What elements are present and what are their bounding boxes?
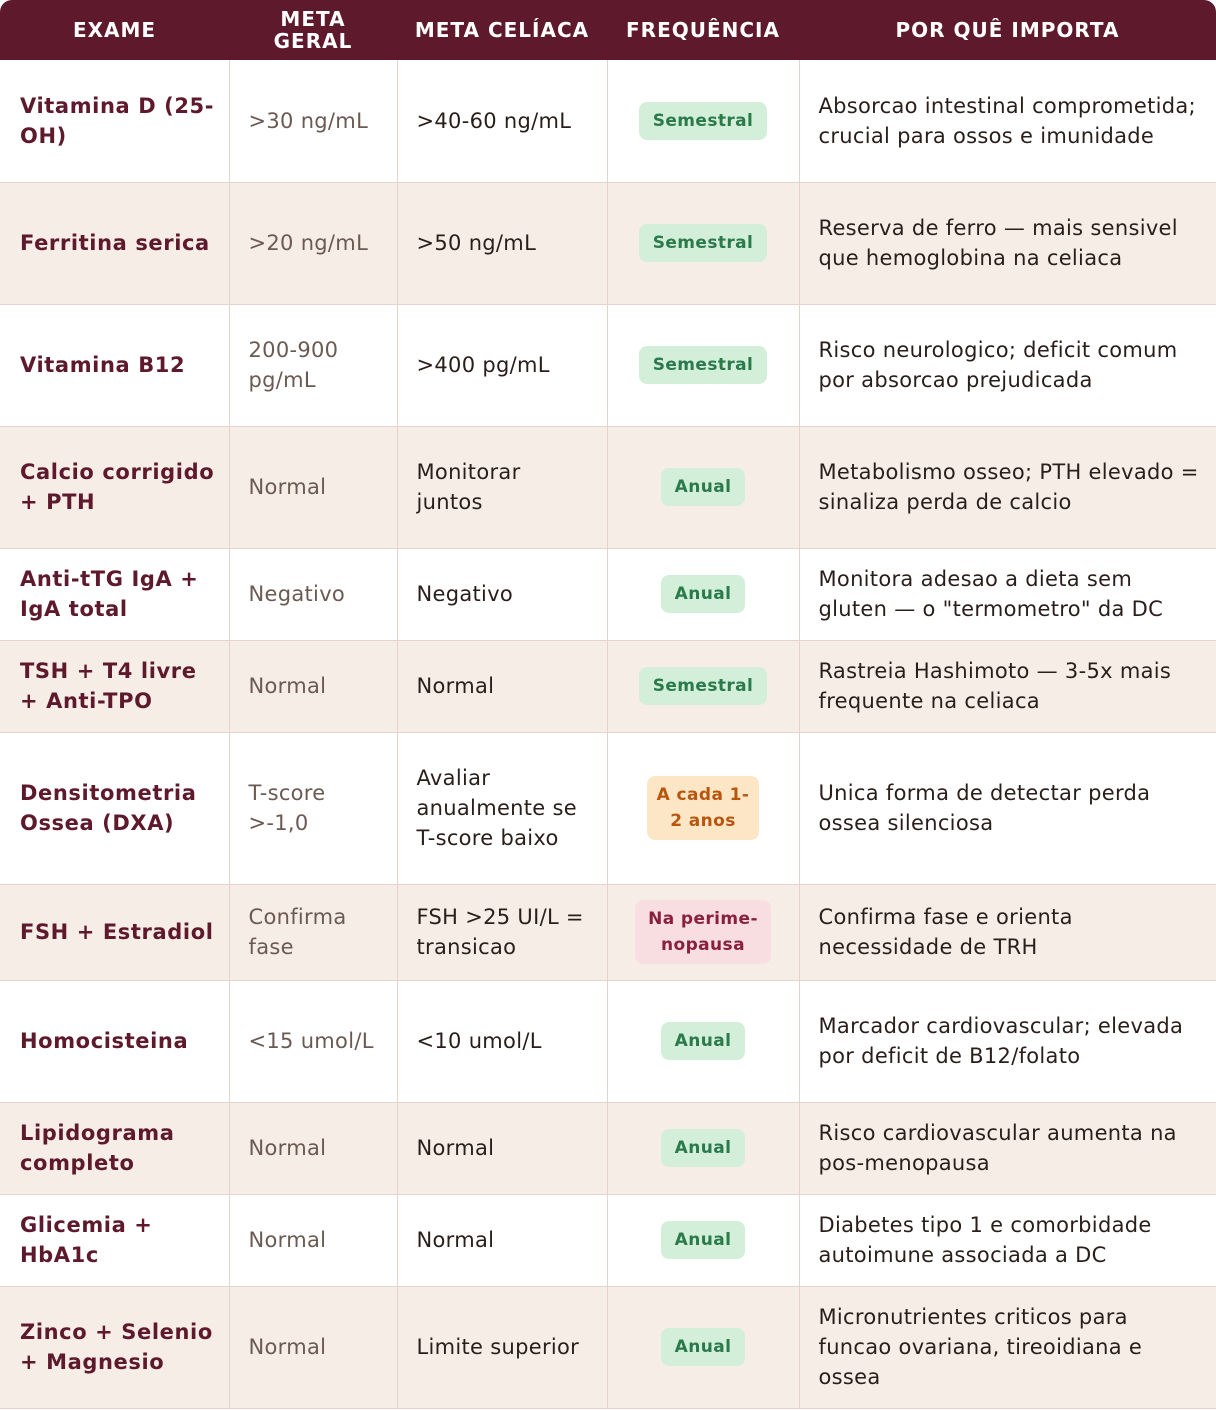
- exam-name-cell: Glicemia + HbA1c: [0, 1194, 230, 1287]
- meta-geral-cell: Negativo: [229, 548, 398, 641]
- table-row: Vitamina B12 200-900 pg/mL >400 pg/mL Semes…: [0, 304, 1216, 427]
- frequency-badge: Semestral: [639, 346, 767, 384]
- exam-name-cell: Lipidograma completo: [0, 1102, 230, 1195]
- meta-geral-cell: 200-900 pg/mL: [229, 304, 398, 427]
- frequency-badge: Semestral: [639, 667, 767, 705]
- reason-cell: Marcador cardiovascular; elevada por def…: [799, 980, 1216, 1103]
- frequency-cell: Anual: [607, 548, 800, 641]
- frequency-badge: Na perime-nopausa: [635, 900, 771, 964]
- header-exame: EXAME: [72, 18, 157, 42]
- frequency-badge: Anual: [661, 1328, 745, 1366]
- exam-name-cell: Ferritina serica: [0, 182, 230, 305]
- reason-cell: Monitora adesao a dieta sem gluten — o "…: [799, 548, 1216, 641]
- exam-name-cell: TSH + T4 livre + Anti-TPO: [0, 640, 230, 733]
- exam-name-cell: Vitamina B12: [0, 304, 230, 427]
- frequency-badge: Anual: [661, 1221, 745, 1259]
- table-row: Vitamina D (25-OH) >30 ng/mL >40-60 ng/mL S…: [0, 60, 1216, 183]
- table-body: Vitamina D (25-OH) >30 ng/mL >40-60 ng/mL S…: [0, 60, 1216, 1409]
- frequency-badge: Semestral: [639, 101, 767, 140]
- frequency-badge: Anual: [661, 1022, 745, 1060]
- table-row: FSH + Estradiol Confirma fase FSH >25 UI/L…: [0, 884, 1216, 981]
- exam-name-cell: Homocisteina: [0, 980, 230, 1103]
- meta-geral-cell: Normal: [229, 426, 398, 549]
- header-row: EXAME META GERAL META CELÍACA FREQUÊNCIA…: [0, 0, 1216, 60]
- frequency-cell: Semestral: [607, 60, 800, 183]
- reason-cell: Rastreia Hashimoto — 3-5x mais frequente…: [799, 640, 1216, 733]
- frequency-badge: Anual: [661, 1129, 745, 1167]
- reason-cell: Diabetes tipo 1 e comorbidade autoimune …: [799, 1194, 1216, 1287]
- meta-geral-cell: >30 ng/mL: [229, 60, 398, 183]
- meta-celiaca-cell: >400 pg/mL: [397, 304, 608, 427]
- frequency-badge: Semestral: [639, 224, 767, 262]
- frequency-cell: A cada 1-2 anos: [607, 732, 800, 885]
- meta-geral-cell: Normal: [229, 1194, 398, 1287]
- header-por-que-importa: POR QUÊ IMPORTA: [895, 18, 1120, 42]
- meta-geral-cell: T-score >-1,0: [229, 732, 398, 885]
- frequency-cell: Anual: [607, 1286, 800, 1409]
- frequency-cell: Anual: [607, 1102, 800, 1195]
- meta-celiaca-cell: Normal: [397, 1194, 608, 1287]
- table-row: Zinco + Selenio + Magnesio Normal Limite s…: [0, 1286, 1216, 1409]
- meta-geral-cell: Normal: [229, 640, 398, 733]
- meta-celiaca-cell: >50 ng/mL: [397, 182, 608, 305]
- header-frequencia: FREQUÊNCIA: [626, 18, 780, 42]
- exam-name-cell: Anti-tTG IgA + IgA total: [0, 548, 230, 641]
- header-meta-geral-label: META GERAL: [273, 7, 353, 53]
- table-row: Homocisteina <15 umol/L <10 umol/L Anual Mar…: [0, 980, 1216, 1103]
- reason-cell: Unica forma de detectar perda ossea sile…: [799, 732, 1216, 885]
- exam-name-cell: Densitometria Ossea (DXA): [0, 732, 230, 885]
- frequency-badge: A cada 1-2 anos: [647, 776, 759, 840]
- table-row: Glicemia + HbA1c Normal Normal Anual Diabete…: [0, 1194, 1216, 1287]
- meta-geral-cell: Confirma fase: [229, 884, 398, 981]
- exam-name-cell: Vitamina D (25-OH): [0, 60, 230, 183]
- reason-cell: Reserva de ferro — mais sensivel que hem…: [799, 182, 1216, 305]
- meta-celiaca-cell: Monitorar juntos: [397, 426, 608, 549]
- header-meta-geral: META GERAL: [229, 0, 397, 60]
- exam-name-cell: Calcio corrigido + PTH: [0, 426, 230, 549]
- table-row: TSH + T4 livre + Anti-TPO Normal Normal Sem…: [0, 640, 1216, 733]
- frequency-cell: Semestral: [607, 304, 800, 427]
- meta-celiaca-cell: <10 umol/L: [397, 980, 608, 1103]
- meta-celiaca-cell: FSH >25 UI/L = transicao: [397, 884, 608, 981]
- meta-geral-cell: Normal: [229, 1102, 398, 1195]
- meta-geral-cell: <15 umol/L: [229, 980, 398, 1103]
- frequency-cell: Anual: [607, 1194, 800, 1287]
- meta-celiaca-cell: Negativo: [397, 548, 608, 641]
- table-row: Ferritina serica >20 ng/mL >50 ng/mL Semest…: [0, 182, 1216, 305]
- frequency-cell: Semestral: [607, 182, 800, 305]
- table-row: Calcio corrigido + PTH Normal Monitorar ju…: [0, 426, 1216, 549]
- reason-cell: Risco neurologico; deficit comum por abs…: [799, 304, 1216, 427]
- frequency-badge: Anual: [661, 575, 745, 613]
- reason-cell: Risco cardiovascular aumenta na pos-meno…: [799, 1102, 1216, 1195]
- meta-celiaca-cell: Normal: [397, 640, 608, 733]
- exam-name-cell: FSH + Estradiol: [0, 884, 230, 981]
- table-row: Anti-tTG IgA + IgA total Negativo Negativo…: [0, 548, 1216, 641]
- reason-cell: Absorcao intestinal comprometida; crucia…: [799, 60, 1216, 183]
- frequency-cell: Na perime-nopausa: [607, 884, 800, 981]
- reason-cell: Micronutrientes criticos para funcao ova…: [799, 1286, 1216, 1409]
- meta-celiaca-cell: Avaliar anualmente se T-score baixo: [397, 732, 608, 885]
- meta-celiaca-cell: Limite superior: [397, 1286, 608, 1409]
- table-row: Densitometria Ossea (DXA) T-score >-1,0 Av…: [0, 732, 1216, 885]
- meta-geral-cell: >20 ng/mL: [229, 182, 398, 305]
- frequency-cell: Anual: [607, 980, 800, 1103]
- exam-name-cell: Zinco + Selenio + Magnesio: [0, 1286, 230, 1409]
- meta-geral-cell: Normal: [229, 1286, 398, 1409]
- frequency-badge: Anual: [661, 468, 745, 506]
- meta-celiaca-cell: >40-60 ng/mL: [397, 60, 608, 183]
- table-header: EXAME META GERAL META CELÍACA FREQUÊNCIA…: [0, 0, 1216, 60]
- table-row: Lipidograma completo Normal Normal Anual Ris…: [0, 1102, 1216, 1195]
- frequency-cell: Semestral: [607, 640, 800, 733]
- frequency-cell: Anual: [607, 426, 800, 549]
- reason-cell: Metabolismo osseo; PTH elevado = sinaliz…: [799, 426, 1216, 549]
- meta-celiaca-cell: Normal: [397, 1102, 608, 1195]
- reason-cell: Confirma fase e orienta necessidade de T…: [799, 884, 1216, 981]
- header-meta-celiaca: META CELÍACA: [414, 18, 590, 42]
